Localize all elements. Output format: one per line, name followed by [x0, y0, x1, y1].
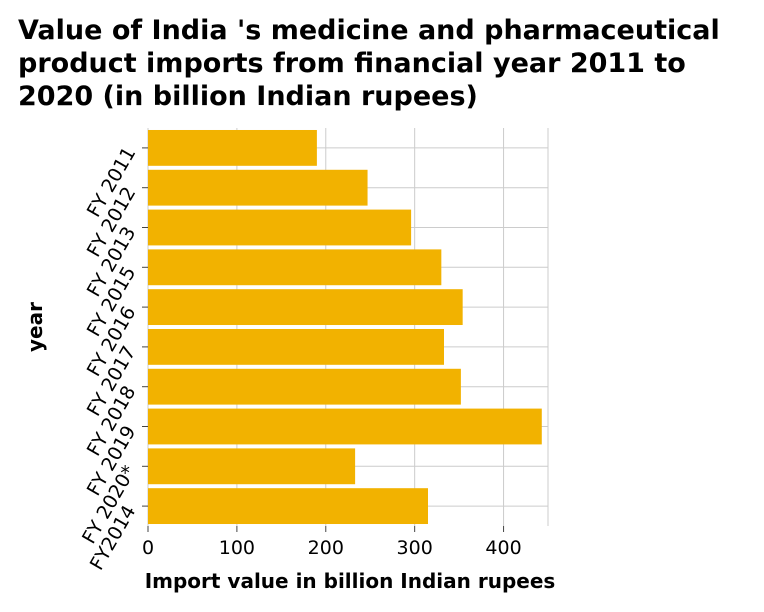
x-tick-label: 300	[397, 537, 433, 559]
x-tick-label: 200	[308, 537, 344, 559]
bar	[148, 408, 542, 445]
bar	[148, 448, 356, 485]
bar	[148, 289, 463, 326]
x-tick-label: 0	[142, 537, 154, 559]
chart-title: Value of India 's medicine and pharmaceu…	[18, 15, 720, 112]
bars	[148, 129, 542, 525]
bar	[148, 328, 444, 365]
x-tick-label: 100	[219, 537, 255, 559]
bar	[148, 129, 317, 166]
x-axis-title: Import value in billion Indian rupees	[145, 569, 556, 593]
bar	[148, 169, 368, 206]
y-axis-title: year	[23, 302, 47, 352]
x-tick-label: 400	[485, 537, 521, 559]
bar	[148, 249, 442, 286]
bar	[148, 368, 461, 405]
bar	[148, 488, 428, 525]
bar	[148, 209, 412, 246]
